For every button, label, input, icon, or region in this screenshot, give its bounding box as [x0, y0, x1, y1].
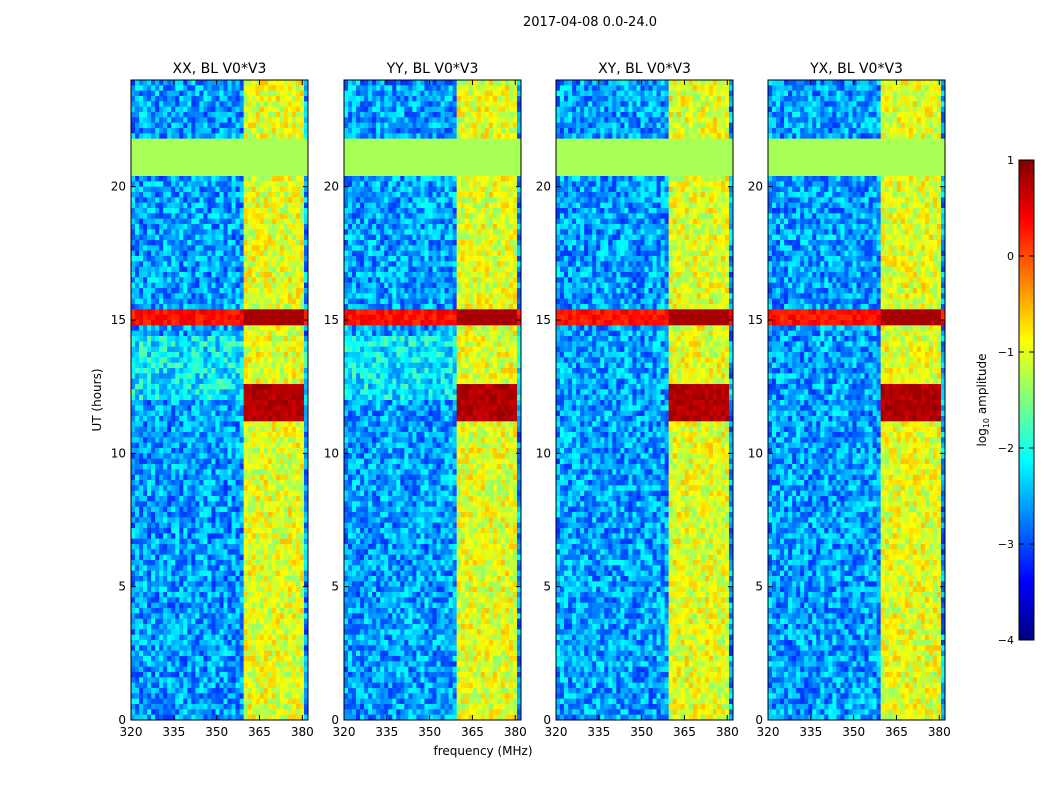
panel-4: YX, BL V0*V3 320 335 350 365 380 0 5 10 15 20	[748, 61, 951, 739]
colorbar-label-suffix: amplitude	[975, 354, 989, 418]
x-axis-label: frequency (MHz)	[433, 744, 532, 758]
panel-2: YY, BL V0*V3 320 335 350 365 380 0 5 10 15 20	[324, 61, 527, 739]
y-tick-label: 5	[543, 580, 551, 594]
y-tick-label: 5	[118, 580, 126, 594]
y-tick-label: 20	[536, 180, 551, 194]
x-tick-label: 320	[757, 725, 780, 739]
x-tick-label: 380	[716, 725, 739, 739]
colorbar-label-sub: 10	[982, 418, 991, 428]
y-tick-label: 20	[111, 180, 126, 194]
colorbar-label-prefix: log	[975, 428, 989, 446]
y-tick-label: 5	[331, 580, 339, 594]
x-tick-label: 350	[630, 725, 653, 739]
x-tick-label: 335	[799, 725, 822, 739]
y-tick-label: 10	[536, 446, 551, 460]
colorbar: 10−1−2−3−4 log10 amplitude	[975, 154, 1035, 647]
x-tick-label: 350	[842, 725, 865, 739]
y-tick-label: 0	[755, 713, 763, 727]
colorbar-gradient	[1018, 159, 1035, 641]
panel-1: XX, BL V0*V3 320 335 350 365 380 0 5 10 15 20	[111, 61, 314, 739]
heatmap-image	[768, 80, 945, 720]
y-tick-label: 15	[324, 313, 339, 327]
colorbar-tick-label: −2	[998, 442, 1014, 455]
y-tick-label: 10	[324, 446, 339, 460]
x-tick-label: 365	[885, 725, 908, 739]
y-tick-label: 15	[748, 313, 763, 327]
y-axis-label: UT (hours)	[90, 368, 104, 431]
colorbar-tick-label: −3	[998, 538, 1014, 551]
panel-title: YY, BL V0*V3	[386, 61, 479, 77]
panel-frame	[767, 79, 946, 721]
x-tick-label: 365	[248, 725, 271, 739]
y-tick-label: 0	[543, 713, 551, 727]
colorbar-ticks: 1 0 −1 −2 −3 −4	[998, 154, 1034, 647]
colorbar-tick-label: 0	[1007, 250, 1014, 263]
panel-title: XX, BL V0*V3	[173, 61, 267, 77]
heatmap-image	[131, 80, 308, 720]
x-tick-label: 335	[375, 725, 398, 739]
x-tick-label: 350	[205, 725, 228, 739]
colorbar-tick-label: −4	[998, 634, 1014, 647]
x-tick-label: 320	[545, 725, 568, 739]
y-tick-label: 0	[118, 713, 126, 727]
heatmap-image	[344, 80, 521, 720]
x-tick-label: 380	[504, 725, 527, 739]
x-tick-label: 335	[587, 725, 610, 739]
x-tick-label: 365	[461, 725, 484, 739]
colorbar-tick-label: −1	[998, 346, 1014, 359]
panel-title: YX, BL V0*V3	[809, 61, 903, 77]
x-tick-label: 365	[673, 725, 696, 739]
x-tick-label: 350	[418, 725, 441, 739]
heatmap-image	[556, 80, 733, 720]
figure-suptitle: 2017-04-08 0.0-24.0	[523, 15, 657, 30]
y-tick-label: 10	[748, 446, 763, 460]
x-tick-label: 320	[120, 725, 143, 739]
panel-frame	[130, 79, 309, 721]
colorbar-tick-label: 1	[1007, 154, 1014, 167]
y-tick-label: 15	[536, 313, 551, 327]
panel-3: XY, BL V0*V3 320 335 350 365 380 0 5 10 15 20	[536, 61, 739, 739]
y-tick-label: 20	[748, 180, 763, 194]
y-tick-label: 0	[331, 713, 339, 727]
x-tick-label: 335	[162, 725, 185, 739]
y-tick-label: 20	[324, 180, 339, 194]
x-tick-label: 380	[928, 725, 951, 739]
panel-frame	[555, 79, 734, 721]
x-tick-label: 380	[291, 725, 314, 739]
panel-title: XY, BL V0*V3	[598, 61, 691, 77]
panel-frame	[343, 79, 522, 721]
y-tick-label: 15	[111, 313, 126, 327]
colorbar-label: log10 amplitude	[975, 354, 991, 447]
y-tick-label: 10	[111, 446, 126, 460]
y-tick-label: 5	[755, 580, 763, 594]
x-tick-label: 320	[333, 725, 356, 739]
